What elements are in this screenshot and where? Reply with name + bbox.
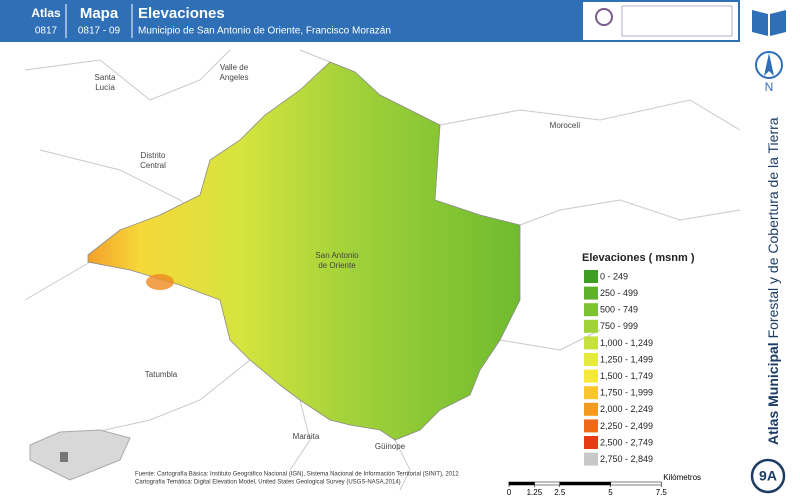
label-part: Lucía [95, 83, 115, 92]
legend-label: 1,250 - 1,499 [600, 354, 653, 364]
place-label: Tatumbla [145, 370, 178, 379]
legend-label: 2,000 - 2,249 [600, 404, 653, 414]
atlas-code: 0817 [35, 26, 58, 37]
label-part: de Oriente [318, 261, 356, 270]
legend-label: 1,000 - 1,249 [600, 338, 653, 348]
scale-segment [610, 481, 662, 486]
map-code: 0817 - 09 [78, 26, 121, 37]
label-part: San Antonio [315, 251, 359, 260]
inset-highlight [60, 452, 68, 462]
legend-swatch [584, 419, 598, 433]
place-label: Distrito Central [140, 151, 166, 170]
logo [621, 5, 733, 37]
atlas-title-bold: Atlas Municipal [765, 342, 781, 445]
legend-swatch [584, 319, 598, 333]
label-part: de [239, 63, 248, 72]
scale-label: 5 [608, 488, 613, 497]
place-label: Santa Lucía [95, 73, 116, 92]
badge-label: 9A [759, 468, 777, 484]
map-label: Mapa [80, 5, 119, 22]
legend-swatch [584, 336, 598, 350]
atlas-vertical-title: Atlas Municipal Forestal y de Cobertura … [765, 117, 781, 445]
legend-label: 1,750 - 1,999 [600, 388, 653, 398]
legend-label: 1,500 - 1,749 [600, 371, 653, 381]
source-line: Fuente: Cartografía Básica: Instituto Ge… [135, 472, 459, 478]
atlas-label: Atlas [31, 6, 61, 20]
label-part: Angeles [220, 73, 249, 82]
source-line: Cartografía Temática: Digital Elevation … [135, 480, 401, 486]
scale-bar: 0 1.25 2.5 5 7.5 Kilómetros [507, 473, 701, 497]
scale-label: 1.25 [527, 488, 543, 497]
legend-label: 2,500 - 2,749 [600, 437, 653, 447]
label-part: Distrito [141, 151, 166, 160]
legend-swatch [584, 286, 598, 300]
title: Elevaciones [138, 5, 225, 22]
place-label: San Antonio de Oriente [315, 251, 359, 270]
legend-swatch [584, 353, 598, 366]
legend-swatch [584, 369, 598, 383]
legend-swatch [584, 436, 598, 449]
legend-swatch [584, 452, 598, 466]
legend-label: 2,750 - 2,849 [600, 454, 653, 464]
inset-map [29, 429, 131, 481]
legend: Elevaciones ( msnm ) 0 - 249 250 - 499 500 … [582, 252, 695, 466]
scale-segment [508, 481, 535, 486]
legend-label: 0 - 249 [600, 271, 628, 281]
municipality-area [87, 61, 521, 441]
legend-label: 2,250 - 2,499 [600, 421, 653, 431]
north-label: N [765, 80, 774, 94]
legend-title: Elevaciones ( msnm ) [582, 252, 695, 264]
atlas-title-rest: Forestal y de Cobertura de la Tierra [765, 117, 781, 342]
scale-unit: Kilómetros [663, 473, 701, 482]
logo-box [583, 2, 738, 40]
label-part: Central [140, 161, 166, 170]
subtitle: Municipio de San Antonio de Oriente, Fra… [138, 26, 391, 37]
place-label: Morocelí [550, 121, 581, 130]
scale-label: 0 [507, 488, 512, 497]
logo [595, 8, 613, 26]
label-part: Valle [220, 63, 238, 72]
place-label: Valle de Angeles [220, 63, 249, 82]
legend-swatch [584, 303, 598, 317]
legend-swatch [584, 270, 598, 283]
north-arrow [764, 53, 774, 76]
legend-label: 250 - 499 [600, 288, 638, 298]
legend-label: 500 - 749 [600, 305, 638, 315]
legend-label: 750 - 999 [600, 321, 638, 331]
place-label: Maraita [293, 432, 320, 441]
scale-label: 2.5 [554, 488, 566, 497]
legend-swatch [584, 402, 598, 416]
book-icon [752, 10, 786, 36]
scale-segment [559, 481, 611, 486]
badge [750, 458, 786, 494]
scale-label: 7.5 [656, 488, 668, 497]
high-elevation [146, 274, 174, 290]
scale-segment [534, 481, 560, 486]
legend-swatch [584, 386, 598, 400]
label-part: Santa [95, 73, 116, 82]
place-label: Güinope [375, 442, 406, 451]
